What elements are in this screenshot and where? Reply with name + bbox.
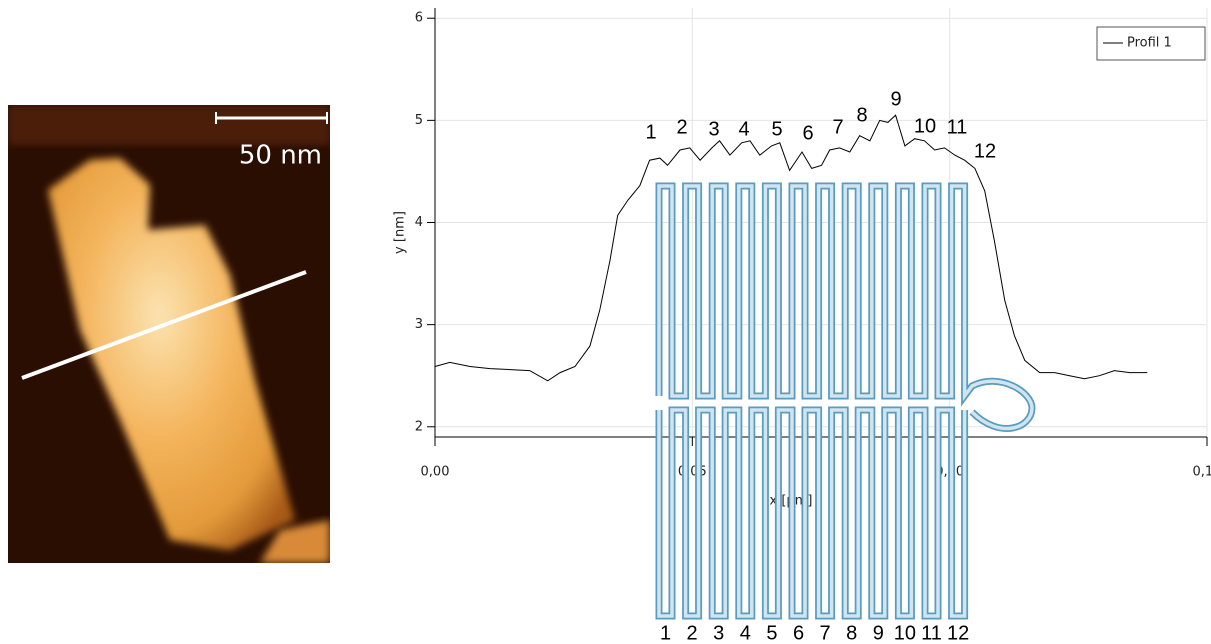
x-tick-label: 0,15 — [1193, 465, 1211, 480]
strand-inner — [657, 408, 967, 618]
peak-label: 11 — [947, 116, 968, 138]
y-axis-label: y [nm] — [393, 211, 408, 254]
strand-label: 6 — [793, 622, 804, 644]
strand-label: 10 — [894, 622, 916, 644]
peak-label: 2 — [676, 116, 687, 138]
afm-image: 50 nm — [8, 105, 330, 563]
legend-label: Profil 1 — [1127, 36, 1172, 51]
origami-blob — [48, 158, 295, 550]
strand-label: 4 — [740, 622, 751, 644]
strand-inner — [657, 184, 1034, 431]
scale-bar-label: 50 nm — [239, 141, 322, 171]
y-tick-label: 2 — [415, 419, 423, 434]
peak-label: 1 — [645, 121, 656, 143]
strand-label: 11 — [921, 622, 942, 644]
strand-label: 3 — [713, 622, 724, 644]
x-tick-label: 0,00 — [421, 465, 450, 480]
strand-label: 8 — [846, 622, 857, 644]
y-tick-label: 4 — [415, 215, 423, 230]
peak-label: 4 — [738, 118, 749, 140]
peak-label: 6 — [802, 122, 813, 144]
strand-label: 12 — [947, 622, 969, 644]
peak-label: 8 — [856, 104, 867, 126]
y-tick-label: 6 — [415, 11, 423, 26]
peak-label: 5 — [771, 118, 782, 140]
peak-label: 10 — [914, 115, 936, 137]
y-tick-label: 5 — [415, 113, 423, 128]
peak-label: 3 — [708, 118, 719, 140]
profile-curve — [434, 114, 1148, 382]
origami-schematic: 1 2 3 4 5 6 7 8 9 10 11 12 — [655, 182, 1036, 644]
profile-line — [21, 270, 307, 380]
peak-label: 12 — [974, 140, 996, 162]
strand-label: 1 — [660, 622, 671, 644]
strand-outline — [655, 406, 969, 620]
strand-label: 7 — [820, 622, 831, 644]
peak-label: 7 — [832, 116, 843, 138]
legend-box — [1096, 26, 1206, 61]
strand-label: 2 — [687, 622, 698, 644]
strand-label: 5 — [766, 622, 777, 644]
strand-label: 9 — [873, 622, 884, 644]
peak-label: 9 — [890, 88, 901, 110]
y-tick-label: 3 — [415, 317, 423, 332]
